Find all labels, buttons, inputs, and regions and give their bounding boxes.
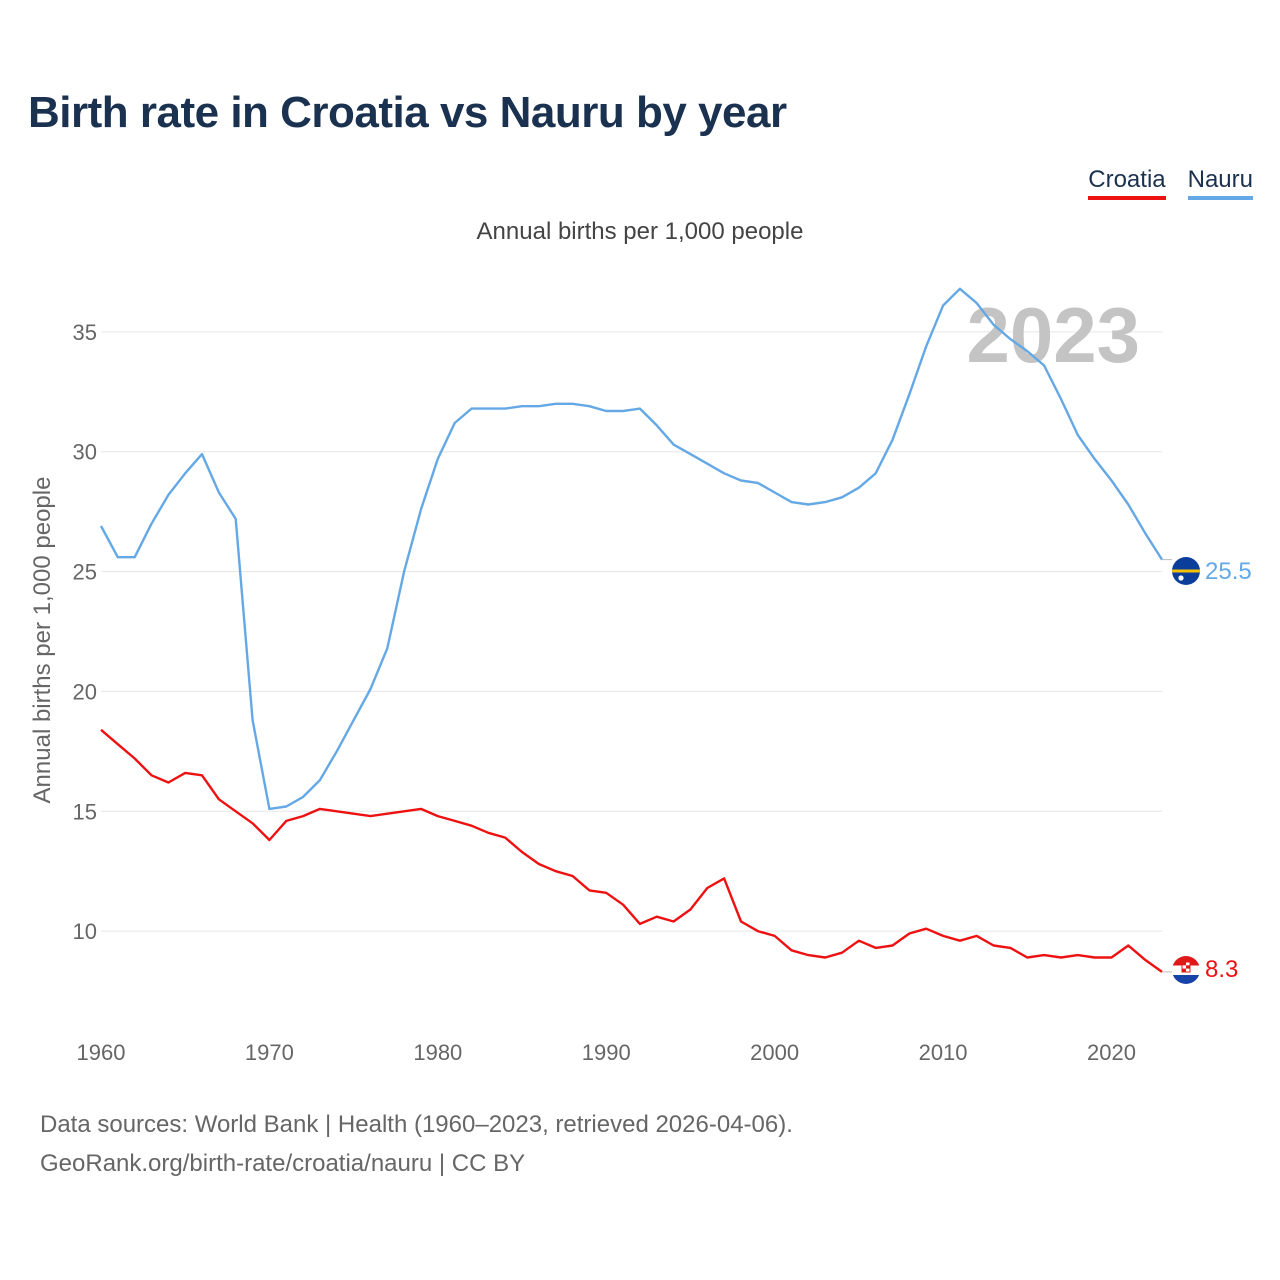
end-markers xyxy=(1172,557,1200,984)
y-tick-label: 30 xyxy=(73,440,97,465)
x-tick-label: 1970 xyxy=(245,1040,294,1065)
x-tick-label: 2020 xyxy=(1087,1040,1136,1065)
footer-url[interactable]: GeoRank.org/birth-rate/croatia/nauru | C… xyxy=(40,1150,526,1177)
nauru-end-value: 25.5 xyxy=(1205,558,1252,585)
y-tick-label: 15 xyxy=(73,799,97,824)
croatia-end-value: 8.3 xyxy=(1205,956,1238,983)
x-tick-label: 2010 xyxy=(919,1040,968,1065)
x-tick-label: 2000 xyxy=(750,1040,799,1065)
gridlines xyxy=(101,331,1162,932)
legend: Croatia Nauru xyxy=(1088,166,1253,200)
series-lines xyxy=(99,287,1172,973)
year-label: 2023 xyxy=(966,291,1140,379)
y-axis-label: Annual births per 1,000 people xyxy=(29,477,56,804)
y-tick-label: 10 xyxy=(73,919,97,944)
x-axis-ticks: 1960 1970 1980 1990 2000 2010 2020 xyxy=(77,1040,1136,1065)
y-axis-ticks: 10 15 20 25 30 35 xyxy=(73,320,97,944)
y-tick-label: 35 xyxy=(73,320,97,345)
footer-sources: Data sources: World Bank | Health (1960–… xyxy=(40,1111,793,1138)
x-tick-label: 1990 xyxy=(582,1040,631,1065)
x-tick-label: 1980 xyxy=(413,1040,462,1065)
nauru-flag-icon xyxy=(1172,557,1200,585)
chart-subtitle: Annual births per 1,000 people xyxy=(476,218,804,245)
x-tick-label: 1960 xyxy=(77,1040,126,1065)
y-tick-label: 20 xyxy=(73,679,97,704)
y-tick-label: 25 xyxy=(73,560,97,585)
chart-title: Birth rate in Croatia vs Nauru by year xyxy=(28,88,787,137)
legend-croatia[interactable]: Croatia xyxy=(1088,166,1166,200)
footer: Data sources: World Bank | Health (1960–… xyxy=(40,1105,793,1183)
croatia-flag-icon xyxy=(1172,956,1200,984)
series-line-nauru[interactable] xyxy=(99,287,1164,811)
series-line-croatia[interactable] xyxy=(100,728,1163,973)
legend-nauru[interactable]: Nauru xyxy=(1187,166,1253,200)
